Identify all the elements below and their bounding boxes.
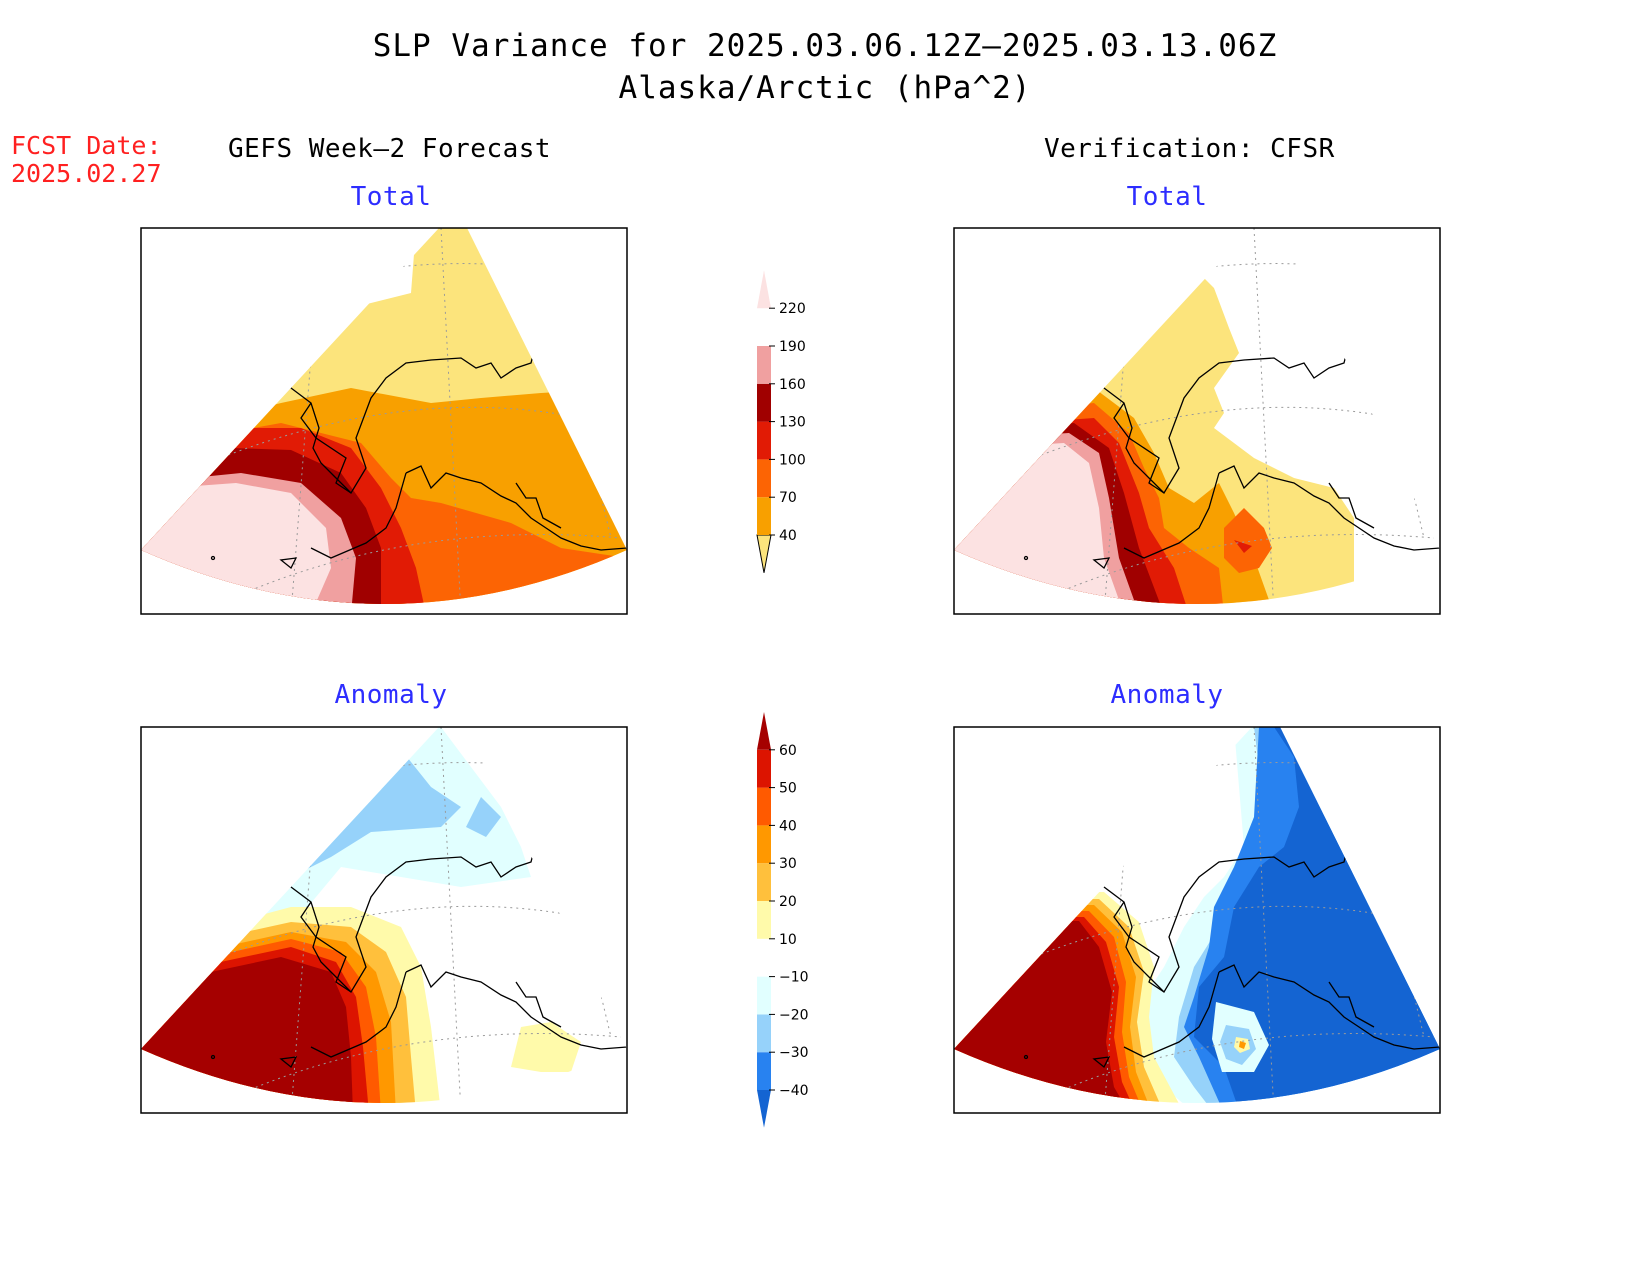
anomaly-colorbar-tick-label: 10	[779, 932, 797, 948]
total-colorbar-tick-label: 160	[779, 377, 806, 393]
total-colorbar-bin-6	[757, 270, 771, 309]
anomaly-colorbar-tick-label: −10	[779, 970, 809, 986]
total-colorbar-tick-label: 190	[779, 339, 806, 355]
forecast-total-label: Total	[350, 182, 432, 212]
total-colorbar-tick-label: 220	[779, 301, 806, 317]
total-colorbar-bin-2	[757, 459, 771, 498]
total-colorbar-bin-4	[757, 383, 771, 422]
total-colorbar-bin-3	[757, 421, 771, 460]
forecast-column-heading: GEFS Week–2 Forecast	[228, 134, 552, 164]
verification-total-map	[953, 227, 1441, 615]
anomaly-colorbar-bin-5	[757, 901, 771, 939]
verification-column-heading: Verification: CFSR	[1044, 134, 1335, 164]
forecast-anomaly-label: Anomaly	[334, 680, 448, 710]
anomaly-colorbar-bin-7	[757, 825, 771, 864]
total-colorbar-bin-1	[757, 497, 771, 535]
chart-title: SLP Variance for 2025.03.06.12Z–2025.03.…	[372, 28, 1278, 64]
anomaly-colorbar-tick-label: 60	[779, 743, 797, 759]
total-colorbar-bin-0	[756, 534, 772, 573]
anomaly-colorbar-tick-label: −20	[779, 1007, 809, 1023]
forecast-date-value: 2025.02.27	[11, 159, 162, 188]
anomaly-colorbar-bin-3	[757, 976, 771, 1015]
anomaly-colorbar: −40 −30 −20 −10 10 20 30 40 50 60	[757, 712, 809, 1128]
total-colorbar-tick-label: 40	[779, 528, 797, 544]
verification-anomaly-label: Anomaly	[1110, 680, 1224, 710]
forecast-anomaly-map	[140, 726, 628, 1114]
forecast-date-label: FCST Date:	[11, 131, 162, 160]
anomaly-colorbar-tick-label: 20	[779, 894, 797, 910]
total-colorbar: 40 70 100 130 160 190 220	[756, 270, 806, 573]
anomaly-colorbar-bin-0	[757, 1090, 771, 1128]
anomaly-colorbar-bin-6	[757, 863, 771, 901]
anomaly-colorbar-bin-9	[757, 749, 771, 788]
anomaly-colorbar-bin-1	[757, 1052, 771, 1090]
anomaly-colorbar-bin-8	[757, 787, 771, 826]
verification-total-label: Total	[1126, 182, 1208, 212]
anomaly-colorbar-tick-label: 50	[779, 781, 797, 797]
anomaly-colorbar-bin-10	[757, 712, 771, 750]
forecast-total-map	[140, 227, 628, 615]
verification-anomaly-map	[953, 726, 1441, 1114]
anomaly-colorbar-tick-label: −40	[779, 1083, 809, 1099]
total-colorbar-tick-label: 100	[779, 452, 806, 468]
anomaly-colorbar-bin-2	[757, 1014, 771, 1053]
total-colorbar-tick-label: 130	[779, 415, 806, 431]
total-colorbar-tick-label: 70	[779, 490, 797, 506]
total-colorbar-bin-5	[757, 346, 771, 384]
chart-subtitle: Alaska/Arctic (hPa^2)	[618, 70, 1032, 106]
anomaly-colorbar-tick-label: 30	[779, 856, 797, 872]
anomaly-colorbar-bin-4	[757, 938, 771, 977]
anomaly-colorbar-tick-label: −30	[779, 1045, 809, 1061]
anomaly-colorbar-tick-label: 40	[779, 818, 797, 834]
